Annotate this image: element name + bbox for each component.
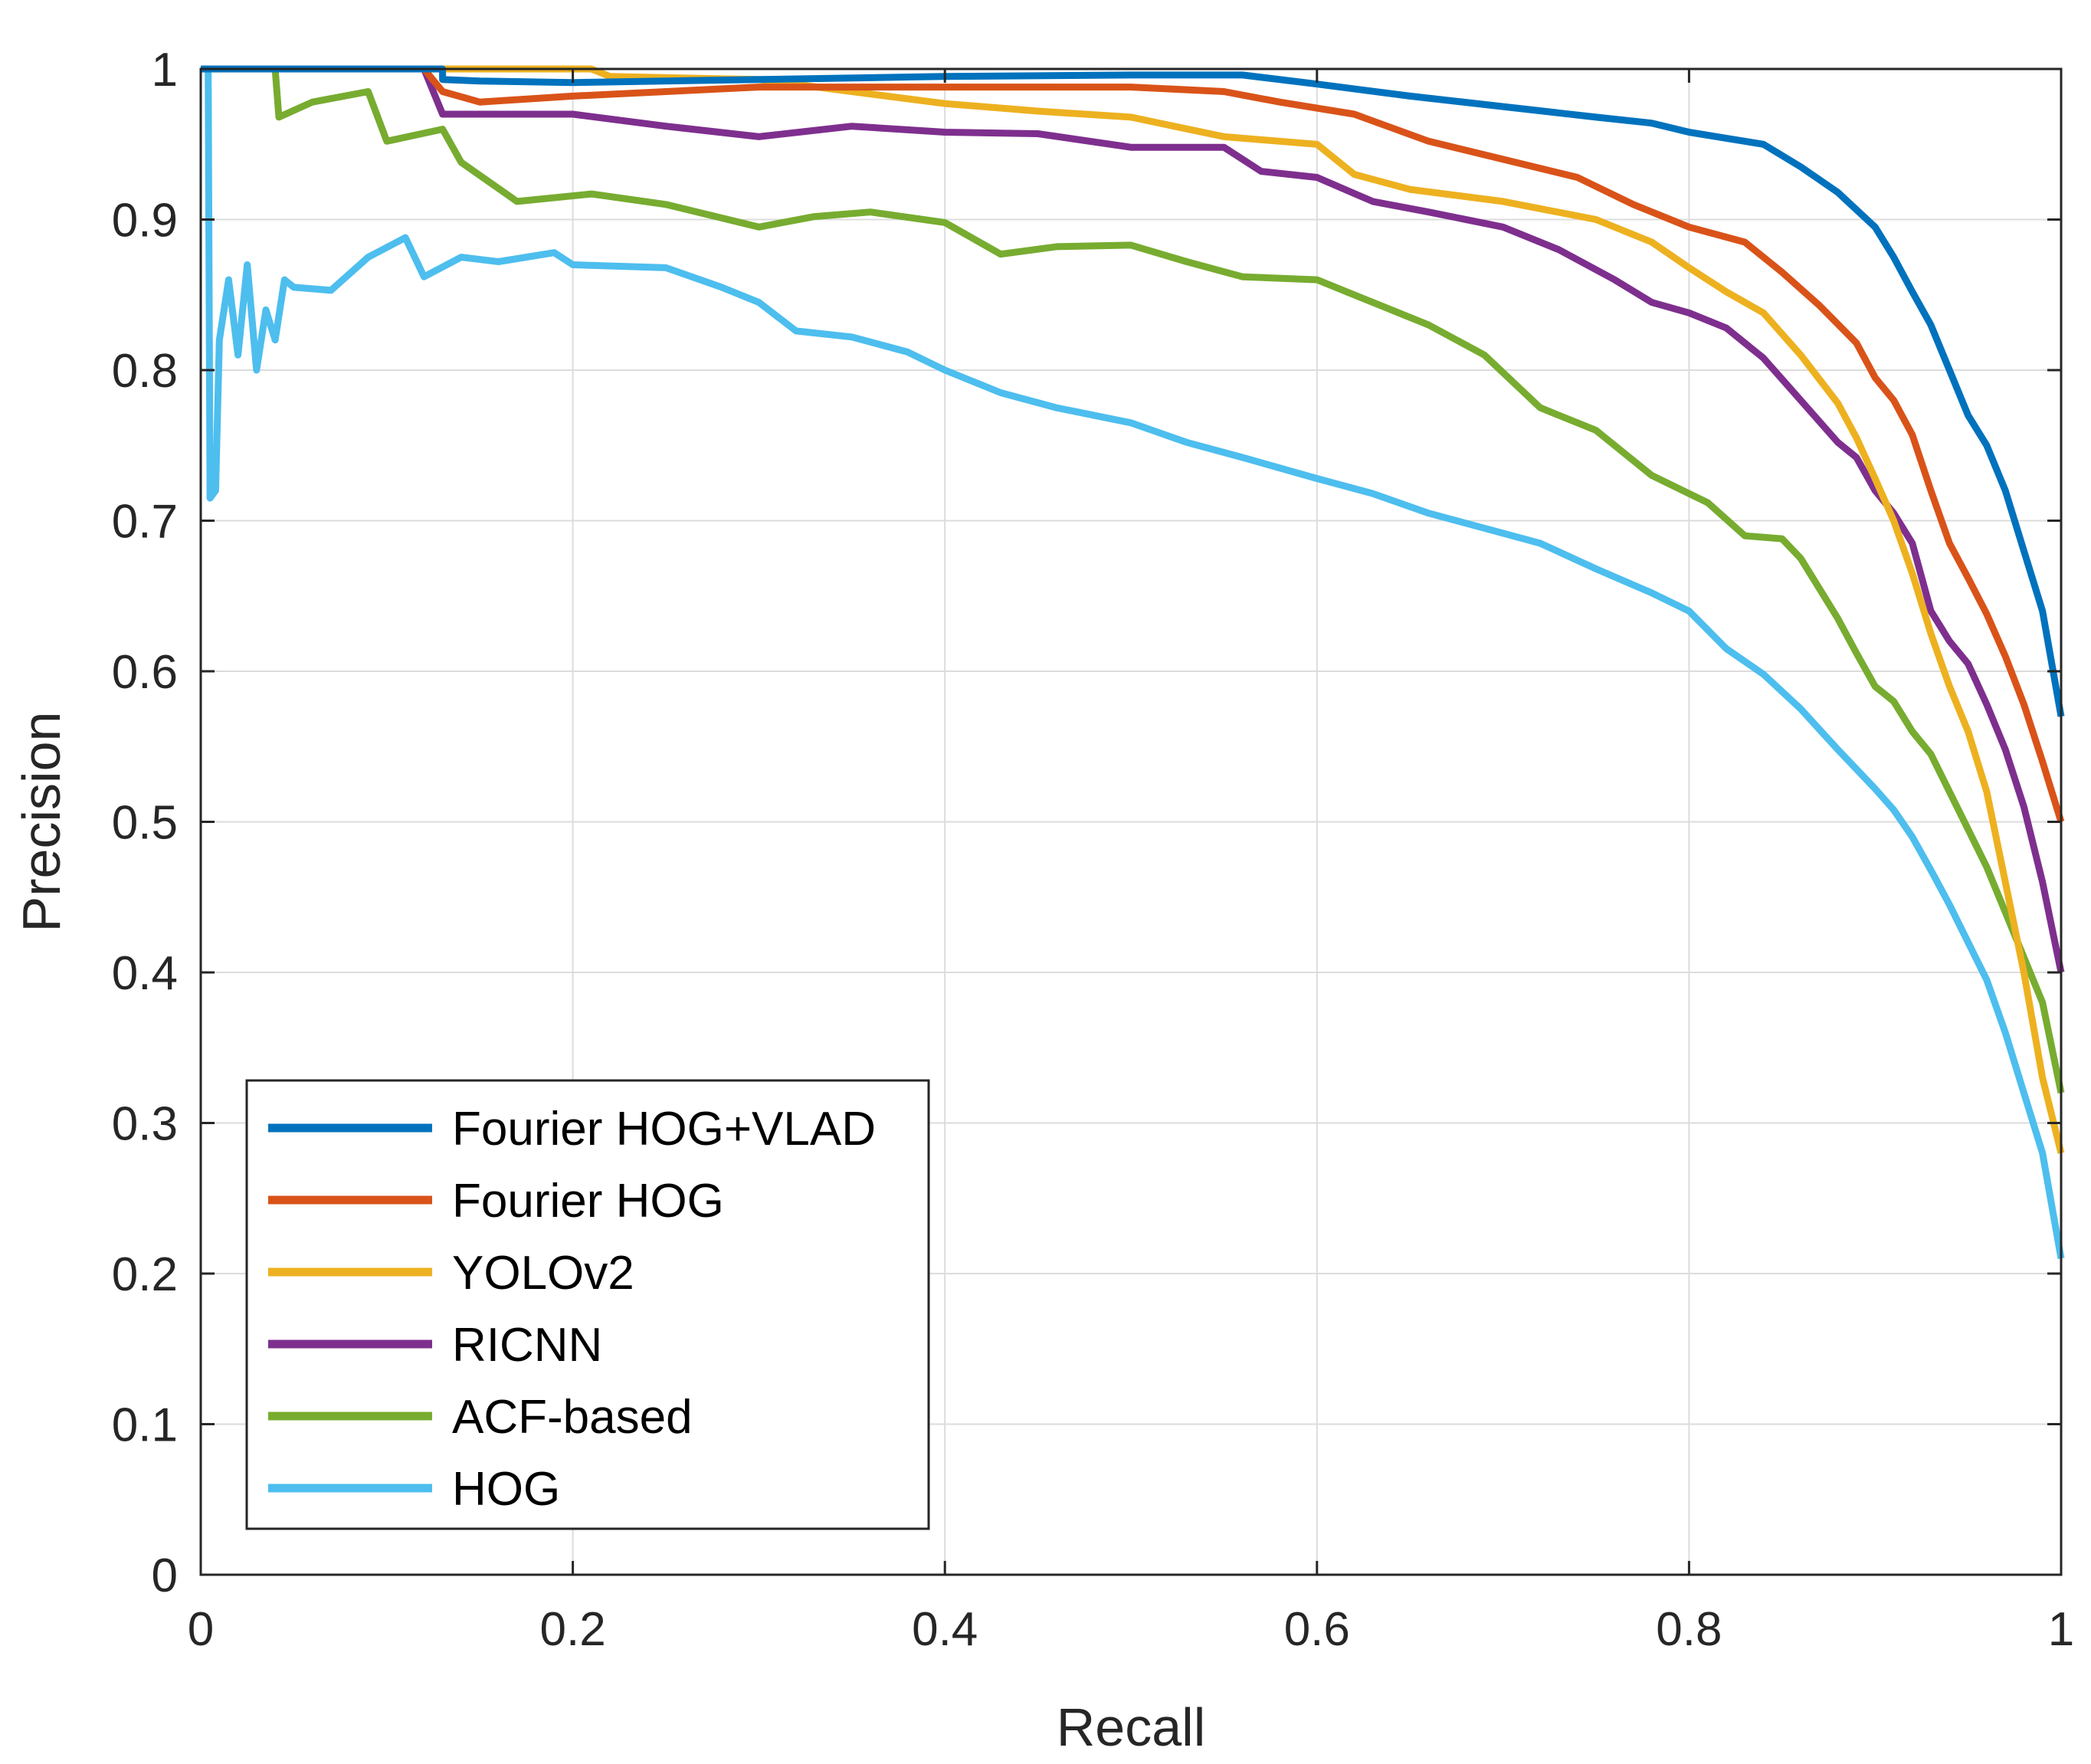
y-tick-labels: 0 0.1 0.2 0.3 0.4 0.5 0.6 0.7 0.8 0.9 1 bbox=[112, 44, 178, 1602]
x-axis-title: Recall bbox=[1057, 1697, 1206, 1757]
legend-label: Fourier HOG bbox=[452, 1175, 724, 1228]
x-tick-label: 0.8 bbox=[1656, 1603, 1722, 1656]
plot-series bbox=[201, 65, 2065, 1260]
series-line-acf-based bbox=[201, 65, 2065, 1094]
y-axis-title: Precision bbox=[11, 712, 71, 933]
y-tick-label: 0.7 bbox=[112, 496, 178, 549]
y-tick-label: 0 bbox=[152, 1549, 178, 1602]
y-tick-label: 0.9 bbox=[112, 195, 178, 248]
x-tick-label: 0 bbox=[188, 1603, 214, 1656]
legend-label: YOLOv2 bbox=[452, 1247, 634, 1300]
y-tick-label: 0.3 bbox=[112, 1098, 178, 1151]
legend-box bbox=[245, 1079, 930, 1530]
series-line-fourier-hog-vlad bbox=[201, 65, 2065, 717]
y-tick-label: 0.2 bbox=[112, 1248, 178, 1301]
x-tick-label: 0.6 bbox=[1284, 1603, 1350, 1656]
series-line-ricnn bbox=[201, 65, 2065, 973]
legend-label: HOG bbox=[452, 1463, 560, 1516]
y-tick-label: 0.6 bbox=[112, 646, 178, 699]
y-tick-label: 1 bbox=[152, 44, 178, 97]
y-tick-label: 0.1 bbox=[112, 1399, 178, 1452]
legend-label: RICNN bbox=[452, 1319, 602, 1372]
x-tick-labels: 0 0.2 0.4 0.6 0.8 1 bbox=[188, 1603, 2074, 1656]
legend-label: ACF-based bbox=[452, 1391, 693, 1444]
y-tick-label: 0.5 bbox=[112, 797, 178, 850]
series-line-fourier-hog bbox=[201, 65, 2065, 823]
axis-ticks bbox=[199, 67, 2063, 1576]
y-tick-label: 0.4 bbox=[112, 947, 178, 1000]
x-tick-label: 0.2 bbox=[539, 1603, 605, 1656]
series-line-yolov2 bbox=[201, 65, 2065, 1154]
series-line-hog bbox=[201, 65, 2065, 1260]
x-tick-label: 1 bbox=[2048, 1603, 2074, 1656]
legend-label: Fourier HOG+VLAD bbox=[452, 1103, 876, 1156]
legend: Fourier HOG+VLAD Fourier HOG YOLOv2 RICNN AC… bbox=[245, 1079, 930, 1530]
y-tick-label: 0.8 bbox=[112, 345, 178, 398]
x-tick-label: 0.4 bbox=[912, 1603, 978, 1656]
